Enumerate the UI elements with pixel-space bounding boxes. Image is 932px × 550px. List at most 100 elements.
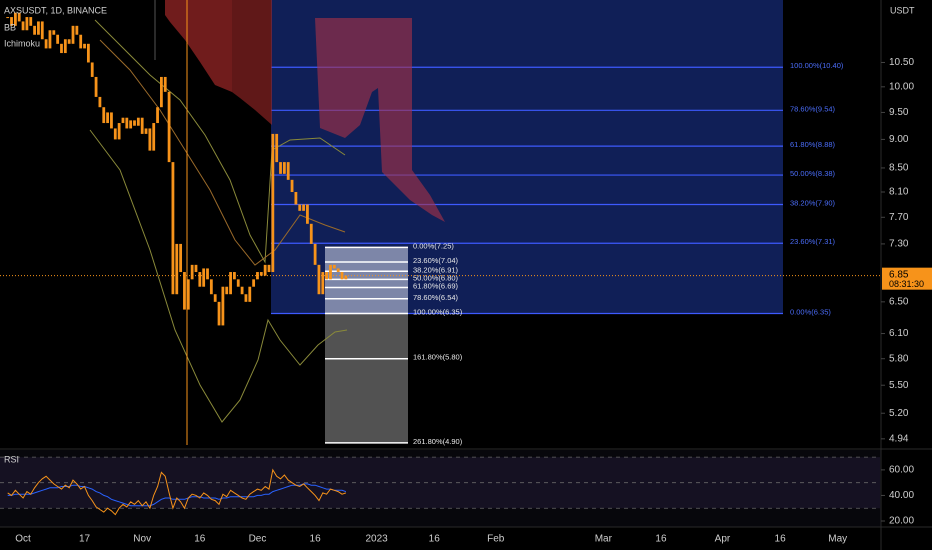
candle xyxy=(229,272,232,295)
candle xyxy=(263,264,267,276)
candle xyxy=(125,117,129,129)
candle xyxy=(209,279,213,295)
candle xyxy=(290,179,294,193)
candle xyxy=(152,123,156,151)
candle xyxy=(194,264,198,273)
candle xyxy=(256,272,259,280)
candle xyxy=(244,294,248,302)
candle xyxy=(190,264,194,280)
rsi-y-tick-label: 60.00 xyxy=(889,465,914,476)
candle xyxy=(90,62,94,77)
candle xyxy=(121,117,125,124)
candle xyxy=(110,112,113,129)
candle xyxy=(44,39,48,49)
candle xyxy=(63,39,67,54)
candle xyxy=(329,264,332,280)
indicator-label: Ichimoku xyxy=(4,38,40,48)
chart-title: AXSUSDT, 1D, BINANCE xyxy=(4,5,107,15)
y-tick-label: 6.50 xyxy=(889,296,909,307)
fib-label: 0.00%(6.35) xyxy=(790,307,831,316)
candle xyxy=(252,279,256,287)
y-tick-label: 5.20 xyxy=(889,408,909,419)
candle xyxy=(217,301,221,326)
candle xyxy=(17,12,21,22)
candle xyxy=(144,128,148,134)
y-tick-label: 8.50 xyxy=(889,163,909,174)
candle xyxy=(71,25,75,44)
candle xyxy=(37,21,40,35)
candle xyxy=(313,243,317,265)
x-tick-label: Feb xyxy=(487,534,505,545)
y-tick-label: 10.00 xyxy=(889,81,914,92)
candle xyxy=(10,17,13,26)
candle xyxy=(75,25,79,35)
candle xyxy=(271,133,275,273)
candle xyxy=(286,162,290,180)
x-tick-label: Dec xyxy=(249,534,267,545)
fib-label: 50.00%(8.38) xyxy=(790,169,836,178)
fib-label: 161.80%(5.80) xyxy=(413,353,463,362)
candle xyxy=(13,12,17,26)
x-tick-label: 16 xyxy=(310,534,322,545)
candle xyxy=(117,123,121,140)
bb-lower xyxy=(89,129,348,423)
candle xyxy=(171,162,175,295)
candle xyxy=(298,204,302,211)
rsi-line xyxy=(7,468,347,516)
candle xyxy=(56,34,60,44)
candle xyxy=(294,192,298,205)
y-tick-label: 4.94 xyxy=(889,433,909,444)
candle xyxy=(86,43,90,63)
candle xyxy=(102,107,106,124)
last-price-box xyxy=(882,267,932,290)
x-tick-label: Mar xyxy=(595,534,613,545)
candle xyxy=(140,117,144,134)
candle xyxy=(221,286,225,326)
candle xyxy=(52,30,56,35)
fib-zone xyxy=(325,287,408,299)
fib-label: 61.80%(8.88) xyxy=(790,140,836,149)
candle xyxy=(25,17,29,31)
fib-zone xyxy=(325,298,408,314)
fib-label: 78.60%(9.54) xyxy=(790,104,836,113)
candle xyxy=(48,30,52,49)
fib-label: 0.00%(7.25) xyxy=(413,241,454,250)
fib-label: 261.80%(4.90) xyxy=(413,437,463,446)
x-tick-label: 17 xyxy=(79,534,91,545)
fib-label: 38.20%(7.90) xyxy=(790,198,836,207)
candle xyxy=(248,286,252,302)
candle xyxy=(133,120,136,126)
candle xyxy=(325,272,329,280)
candle xyxy=(79,34,83,49)
candle xyxy=(332,264,336,269)
countdown-label: 08:31:30 xyxy=(889,279,924,289)
candle xyxy=(225,286,229,295)
candle xyxy=(267,264,271,273)
fib-label: 23.60%(7.04) xyxy=(413,256,459,265)
currency-label: USDT xyxy=(890,5,915,15)
candle xyxy=(175,243,179,295)
candle xyxy=(279,162,282,174)
candle xyxy=(163,76,167,92)
candle xyxy=(213,294,217,302)
candle xyxy=(306,204,309,224)
candle xyxy=(6,17,10,19)
y-tick-label: 10.50 xyxy=(889,57,914,68)
y-tick-label: 6.10 xyxy=(889,328,909,339)
candle xyxy=(129,120,133,129)
ichimoku-cloud xyxy=(165,0,232,92)
fib-zone xyxy=(325,313,408,359)
candle xyxy=(186,279,190,310)
candle xyxy=(167,91,171,163)
indicator-label: BB xyxy=(4,22,16,32)
fib-label: 38.20%(6.91) xyxy=(413,265,459,274)
candle xyxy=(317,264,321,295)
candle xyxy=(29,17,33,26)
fib-zone xyxy=(325,358,408,443)
x-tick-label: May xyxy=(828,534,847,545)
candle xyxy=(67,39,71,44)
fib-label: 23.60%(7.31) xyxy=(790,237,836,246)
rsi-plot xyxy=(0,456,880,516)
